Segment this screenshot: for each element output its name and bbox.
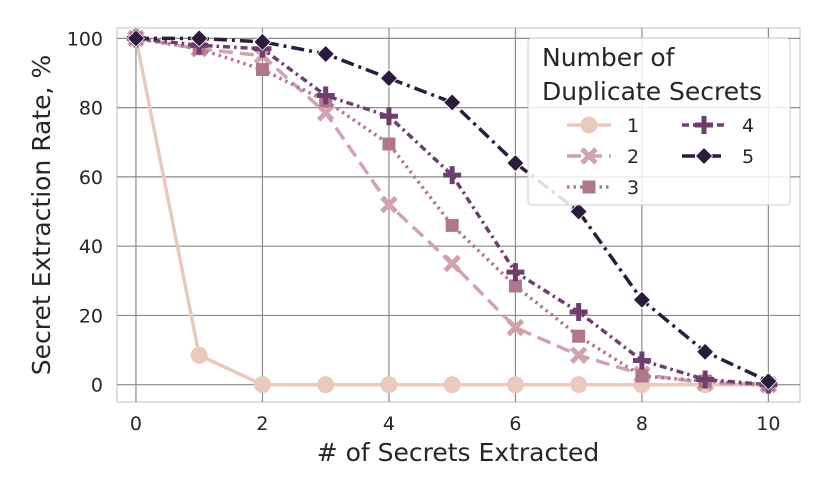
series-1-point-3: [317, 376, 335, 394]
legend-marker-3: [582, 180, 596, 194]
y-tick-100: 100: [67, 28, 103, 50]
series-1-point-7: [570, 376, 588, 394]
series-4-point-9: [696, 370, 715, 389]
x-tick-2: 2: [256, 413, 268, 435]
y-tick-80: 80: [79, 98, 103, 120]
legend-label-5: 5: [742, 146, 754, 168]
legend-entries: 1 2 3 4 5: [567, 115, 754, 199]
series-3-point-2: [255, 63, 269, 77]
series-5-point-6: [506, 153, 525, 173]
series-3-point-5: [445, 218, 459, 232]
series-group: [126, 29, 778, 394]
legend-entry-5: 5: [682, 146, 754, 168]
x-axis-label: # of Secrets Extracted: [317, 438, 600, 467]
y-tick-60: 60: [79, 167, 103, 189]
legend-label-3: 3: [627, 177, 639, 199]
legend-label-4: 4: [742, 115, 754, 137]
legend-marker-5: [694, 146, 714, 166]
series-1-point-2: [253, 376, 271, 394]
legend-entry-1: 1: [567, 115, 639, 137]
series-5-point-2: [253, 32, 272, 51]
y-tick-40: 40: [79, 236, 103, 258]
legend-title-line-1: Number of: [542, 43, 676, 72]
x-tick-4: 4: [383, 413, 395, 435]
series-2-point-5: [443, 254, 461, 273]
series-5-point-10: [759, 372, 778, 391]
series-1-point-5: [443, 376, 461, 394]
x-tick-0: 0: [130, 413, 142, 435]
series-5-point-1: [190, 29, 209, 48]
series-5-point-4: [379, 69, 399, 88]
x-tick-6: 6: [509, 413, 521, 435]
series-4-point-3: [316, 86, 335, 105]
series-5-point-3: [316, 44, 335, 64]
x-tick-labels: 0 2 4 6 8 10: [130, 413, 781, 435]
series-4-point-5: [443, 166, 462, 185]
y-tick-labels: 0 20 40 60 80 100: [67, 28, 103, 396]
series-4-point-7: [569, 302, 588, 321]
series-5-point-9: [696, 342, 715, 361]
series-2-point-7: [569, 346, 588, 365]
series-1-point-4: [380, 376, 398, 394]
legend-label-1: 1: [627, 115, 639, 137]
legend-marker-1: [580, 116, 598, 134]
legend-entry-2: 2: [567, 146, 639, 168]
series-5-point-7: [569, 202, 588, 221]
series-3-point-6: [508, 279, 522, 293]
series-2-point-4: [380, 195, 398, 214]
legend-entry-3: 3: [567, 177, 639, 199]
series-3-point-7: [572, 329, 586, 343]
series-3-line: [135, 36, 769, 387]
series-5-point-5: [443, 93, 462, 112]
series-3-point-4: [382, 137, 396, 151]
legend-marker-2: [580, 147, 598, 165]
x-tick-10: 10: [756, 413, 780, 435]
legend-label-2: 2: [627, 146, 639, 168]
y-tick-20: 20: [79, 305, 103, 327]
legend-marker-4: [695, 116, 713, 134]
x-tick-8: 8: [636, 413, 648, 435]
series-4-line: [135, 36, 769, 387]
series-4-point-6: [506, 263, 525, 282]
series-5-line: [135, 36, 770, 383]
series-1-point-1: [190, 346, 208, 364]
series-5-point-8: [632, 290, 651, 309]
series-3-point-8: [635, 369, 649, 383]
series-5-point-0: [126, 29, 146, 48]
series-2-point-3: [316, 104, 335, 122]
legend-title-line-2: Duplicate Secrets: [542, 77, 762, 106]
y-tick-0: 0: [91, 375, 103, 397]
y-axis-label: Secret Extraction Rate, %: [27, 55, 56, 375]
series-1-point-6: [506, 376, 524, 394]
series-4-point-4: [379, 107, 398, 126]
legend-entry-4: 4: [682, 115, 754, 137]
series-2-point-6: [506, 318, 525, 337]
legend: Number of Duplicate Secrets 1 2 3 4 5: [527, 37, 791, 206]
series-4-point-8: [632, 351, 651, 370]
series-5: [126, 29, 778, 391]
